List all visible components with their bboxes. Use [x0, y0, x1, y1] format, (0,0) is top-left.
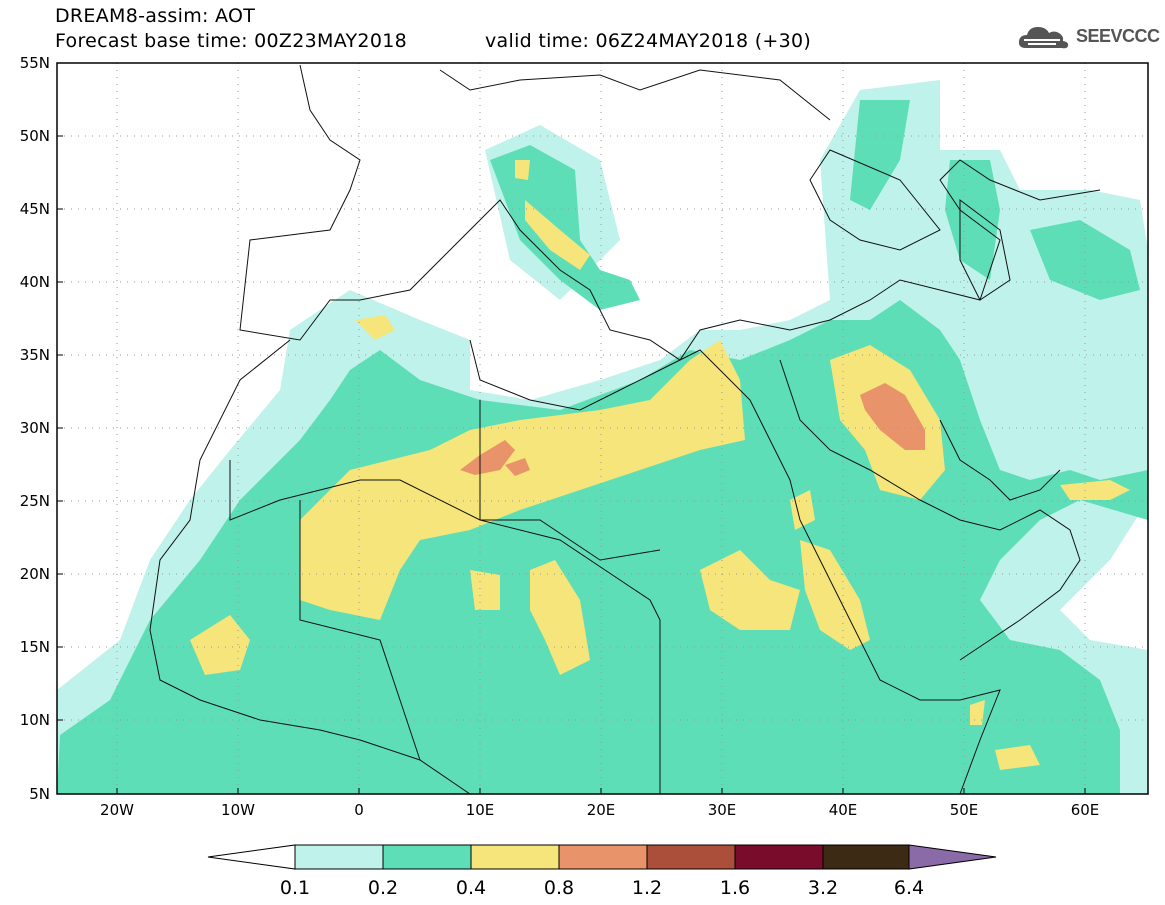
colorbar-segment: [382, 844, 472, 870]
coastlines: [149, 64, 1101, 794]
lat-label: 45N: [20, 200, 50, 218]
valid-time: valid time: 06Z24MAY2018 (+30): [485, 30, 812, 52]
colorbar-segment: [470, 844, 560, 870]
colorbar-segment: [822, 844, 910, 870]
colorbar-low-arrow: [207, 844, 296, 870]
colorbar-label: 1.6: [720, 877, 750, 899]
lon-label: 20E: [587, 801, 616, 819]
lat-label: 15N: [20, 638, 50, 656]
forecast-times: Forecast base time: 00Z23MAY2018 valid ti…: [55, 30, 811, 52]
colorbar-segment: [734, 844, 824, 870]
map-title: DREAM8-assim: AOT: [55, 5, 256, 27]
lon-label: 60E: [1071, 801, 1100, 819]
lat-label: 55N: [20, 54, 50, 72]
base-time: Forecast base time: 00Z23MAY2018: [55, 30, 407, 52]
colorbar-label: 6.4: [894, 877, 924, 899]
lat-label: 25N: [20, 492, 50, 510]
latitude-labels: 55N 50N 45N 40N 35N 30N 25N 20N 15N 10N …: [20, 54, 50, 803]
lat-label: 20N: [20, 565, 50, 583]
colorbar-label: 0.2: [368, 877, 398, 899]
seevccc-logo: SEEVCCC: [1016, 22, 1160, 54]
lat-label: 35N: [20, 346, 50, 364]
aot-band-0-8: [460, 383, 925, 476]
cloud-icon: [1018, 27, 1069, 49]
aot-shading: [57, 80, 1148, 794]
lon-label: 20W: [100, 801, 134, 819]
gridlines: [57, 63, 1148, 794]
colorbar-labels: 0.1 0.2 0.4 0.8 1.2 1.6 3.2 6.4: [280, 877, 924, 899]
lon-label: 0: [354, 801, 364, 819]
lon-label: 30E: [708, 801, 737, 819]
colorbar-label: 3.2: [808, 877, 838, 899]
lat-label: 5N: [29, 785, 50, 803]
lat-label: 30N: [20, 419, 50, 437]
colorbar-label: 0.8: [544, 877, 574, 899]
colorbar-label: 0.1: [280, 877, 310, 899]
logo-text: SEEVCCC: [1076, 26, 1160, 46]
colorbar-segment: [294, 844, 384, 870]
colorbar-segment: [646, 844, 736, 870]
lat-label: 10N: [20, 711, 50, 729]
lon-label: 40E: [829, 801, 858, 819]
colorbar-segment: [558, 844, 648, 870]
lon-label: 10E: [466, 801, 495, 819]
lat-label: 50N: [20, 127, 50, 145]
colorbar-label: 1.2: [632, 877, 662, 899]
lon-label: 10W: [221, 801, 255, 819]
colorbar-label: 0.4: [456, 877, 486, 899]
colorbar: [207, 844, 997, 870]
lon-label: 50E: [950, 801, 979, 819]
lat-label: 40N: [20, 273, 50, 291]
colorbar-high-arrow: [908, 844, 997, 870]
longitude-labels: 20W 10W 0 10E 20E 30E 40E 50E 60E: [100, 801, 1099, 819]
